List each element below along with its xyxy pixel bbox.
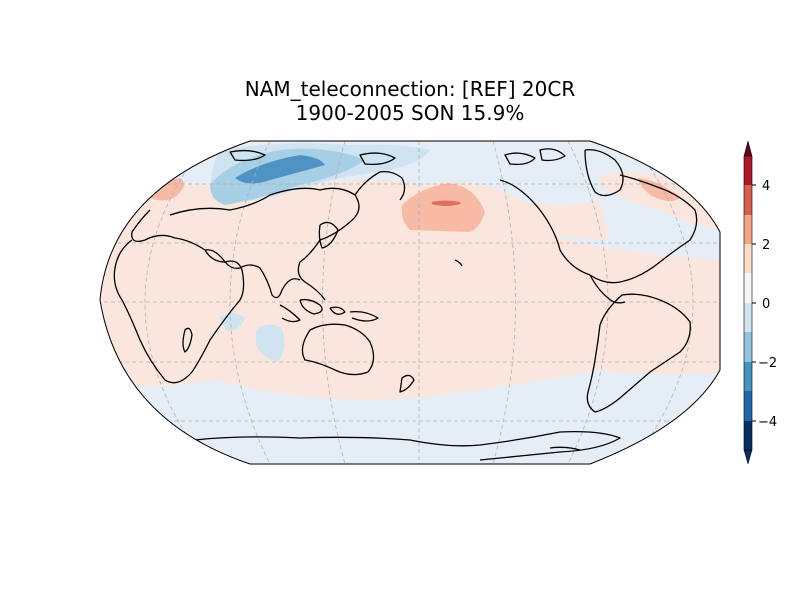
colorbar-segment <box>744 421 752 450</box>
anomaly-positive-moderate-pacific <box>401 183 485 232</box>
colorbar-segment <box>744 215 752 244</box>
map-title-line-2: 1900-2005 SON 15.9% <box>295 101 525 125</box>
colorbar-tick-label: 2 <box>762 238 770 253</box>
colorbar-segment <box>744 244 752 273</box>
colorbar-segment <box>744 362 752 391</box>
colorbar-extend-top <box>743 140 753 157</box>
colorbar-segment <box>744 332 752 362</box>
anomaly-negative-strong-arctic <box>235 155 325 184</box>
colorbar-tick-label: 4 <box>762 179 770 194</box>
colorbar-segment <box>744 273 752 303</box>
colorbar-segment <box>744 156 752 185</box>
colorbar-tick-label: −4 <box>758 415 777 430</box>
anomaly-negative-weak-southern-band <box>100 375 720 464</box>
colorbar: 4 2 0 −2 −4 <box>743 140 777 465</box>
map-title-line-1: NAM_teleconnection: [REF] 20CR <box>244 77 576 101</box>
colorbar-segment <box>744 391 752 421</box>
colorbar-extend-bottom <box>743 449 753 465</box>
anomaly-positive-weak-greenland <box>600 172 720 230</box>
coastlines <box>113 148 698 461</box>
anomaly-positive-strong-pacific <box>431 200 461 206</box>
colorbar-segment <box>744 185 752 215</box>
anomaly-negative-moderate-arctic <box>210 148 365 205</box>
anomaly-positive-weak-band <box>100 205 720 400</box>
colorbar-segment <box>744 303 752 332</box>
globe-outline <box>99 140 721 465</box>
colorbar-tick-label: −2 <box>758 356 777 371</box>
anomaly-negative-weak-australia <box>256 324 285 362</box>
colorbar-tick-label: 0 <box>762 297 770 312</box>
